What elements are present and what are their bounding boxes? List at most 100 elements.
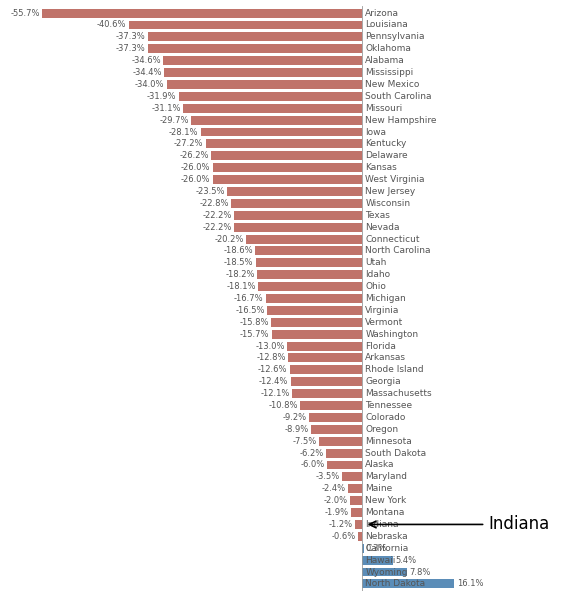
Text: South Dakota: South Dakota xyxy=(365,448,427,457)
Text: Massachusetts: Massachusetts xyxy=(365,389,432,398)
Text: 16.1%: 16.1% xyxy=(456,580,483,589)
Text: -15.7%: -15.7% xyxy=(240,330,270,338)
Text: -2.0%: -2.0% xyxy=(324,496,348,505)
Text: Rhode Island: Rhode Island xyxy=(365,365,424,374)
Bar xyxy=(359,532,362,541)
Text: -18.1%: -18.1% xyxy=(226,282,255,291)
Text: -12.4%: -12.4% xyxy=(259,377,288,386)
Bar xyxy=(258,282,362,291)
Text: -10.8%: -10.8% xyxy=(268,401,298,410)
Bar xyxy=(350,496,362,505)
Text: Maine: Maine xyxy=(365,484,393,493)
Text: Louisiana: Louisiana xyxy=(365,20,408,29)
Text: -26.2%: -26.2% xyxy=(180,151,209,161)
Text: New Mexico: New Mexico xyxy=(365,80,420,89)
Bar xyxy=(206,140,362,149)
Bar xyxy=(255,247,362,256)
Bar xyxy=(42,8,362,17)
Text: Connecticut: Connecticut xyxy=(365,235,420,244)
Text: -40.6%: -40.6% xyxy=(97,20,127,29)
Text: Kansas: Kansas xyxy=(365,163,397,172)
Bar xyxy=(213,163,362,172)
Bar xyxy=(326,448,362,457)
Bar xyxy=(148,32,362,41)
Text: -37.3%: -37.3% xyxy=(115,32,145,41)
Bar xyxy=(351,508,362,517)
Text: South Carolina: South Carolina xyxy=(365,92,432,101)
Bar xyxy=(163,56,362,65)
Text: -26.0%: -26.0% xyxy=(181,175,210,184)
Bar xyxy=(255,259,362,267)
Bar xyxy=(288,353,362,362)
Bar xyxy=(287,341,362,350)
Text: Arizona: Arizona xyxy=(365,8,400,17)
Text: Vermont: Vermont xyxy=(365,318,404,327)
Text: Indiana: Indiana xyxy=(365,520,399,529)
Bar xyxy=(348,484,362,493)
Bar xyxy=(183,104,362,113)
Bar xyxy=(362,544,364,553)
Text: -18.6%: -18.6% xyxy=(223,247,253,256)
Text: Pennsylvania: Pennsylvania xyxy=(365,32,425,41)
Bar xyxy=(227,187,362,196)
Text: -37.3%: -37.3% xyxy=(115,44,145,53)
Bar xyxy=(311,425,362,434)
Text: Georgia: Georgia xyxy=(365,377,401,386)
Text: Ohio: Ohio xyxy=(365,282,386,291)
Text: -18.2%: -18.2% xyxy=(226,270,255,279)
Text: Idaho: Idaho xyxy=(365,270,390,279)
Text: -34.0%: -34.0% xyxy=(135,80,164,89)
Text: -34.6%: -34.6% xyxy=(131,56,161,65)
Text: 7.8%: 7.8% xyxy=(409,568,430,577)
Text: -26.0%: -26.0% xyxy=(181,163,210,172)
Text: -20.2%: -20.2% xyxy=(214,235,244,244)
Text: -9.2%: -9.2% xyxy=(282,413,307,422)
Text: -27.2%: -27.2% xyxy=(174,140,203,149)
Text: Michigan: Michigan xyxy=(365,294,406,303)
Text: -6.0%: -6.0% xyxy=(301,460,325,469)
Bar xyxy=(148,44,362,53)
Text: Texas: Texas xyxy=(365,211,390,220)
Text: New Hampshire: New Hampshire xyxy=(365,116,437,125)
Bar xyxy=(234,211,362,220)
Text: West Virginia: West Virginia xyxy=(365,175,425,184)
Bar xyxy=(289,365,362,374)
Bar xyxy=(362,556,393,565)
Text: Tennessee: Tennessee xyxy=(365,401,413,410)
Bar xyxy=(271,318,362,327)
Bar xyxy=(300,401,362,410)
Text: Colorado: Colorado xyxy=(365,413,406,422)
Bar xyxy=(179,92,362,101)
Bar xyxy=(192,116,362,125)
Bar xyxy=(246,235,362,244)
Text: -16.5%: -16.5% xyxy=(236,306,265,315)
Text: New Jersey: New Jersey xyxy=(365,187,415,196)
Text: Delaware: Delaware xyxy=(365,151,408,161)
Text: North Dakota: North Dakota xyxy=(365,580,425,589)
Text: 0.3%: 0.3% xyxy=(366,544,387,553)
Text: Indiana: Indiana xyxy=(369,515,550,534)
Text: California: California xyxy=(365,544,408,553)
Text: New York: New York xyxy=(365,496,407,505)
Text: -6.2%: -6.2% xyxy=(300,448,324,457)
Text: -22.2%: -22.2% xyxy=(203,211,232,220)
Text: Alabama: Alabama xyxy=(365,56,405,65)
Bar xyxy=(272,330,362,338)
Text: Kentucky: Kentucky xyxy=(365,140,407,149)
Text: -31.9%: -31.9% xyxy=(147,92,176,101)
Text: -55.7%: -55.7% xyxy=(10,8,40,17)
Bar xyxy=(342,472,362,481)
Bar xyxy=(355,520,362,529)
Text: 5.4%: 5.4% xyxy=(395,556,416,565)
Bar xyxy=(234,223,362,232)
Text: Nebraska: Nebraska xyxy=(365,532,408,541)
Bar xyxy=(257,270,362,279)
Text: -1.2%: -1.2% xyxy=(329,520,353,529)
Text: -29.7%: -29.7% xyxy=(159,116,189,125)
Text: Iowa: Iowa xyxy=(365,128,386,137)
Bar xyxy=(213,175,362,184)
Text: Wyoming: Wyoming xyxy=(365,568,408,577)
Text: -22.8%: -22.8% xyxy=(199,199,229,208)
Bar xyxy=(166,80,362,89)
Text: Nevada: Nevada xyxy=(365,223,400,232)
